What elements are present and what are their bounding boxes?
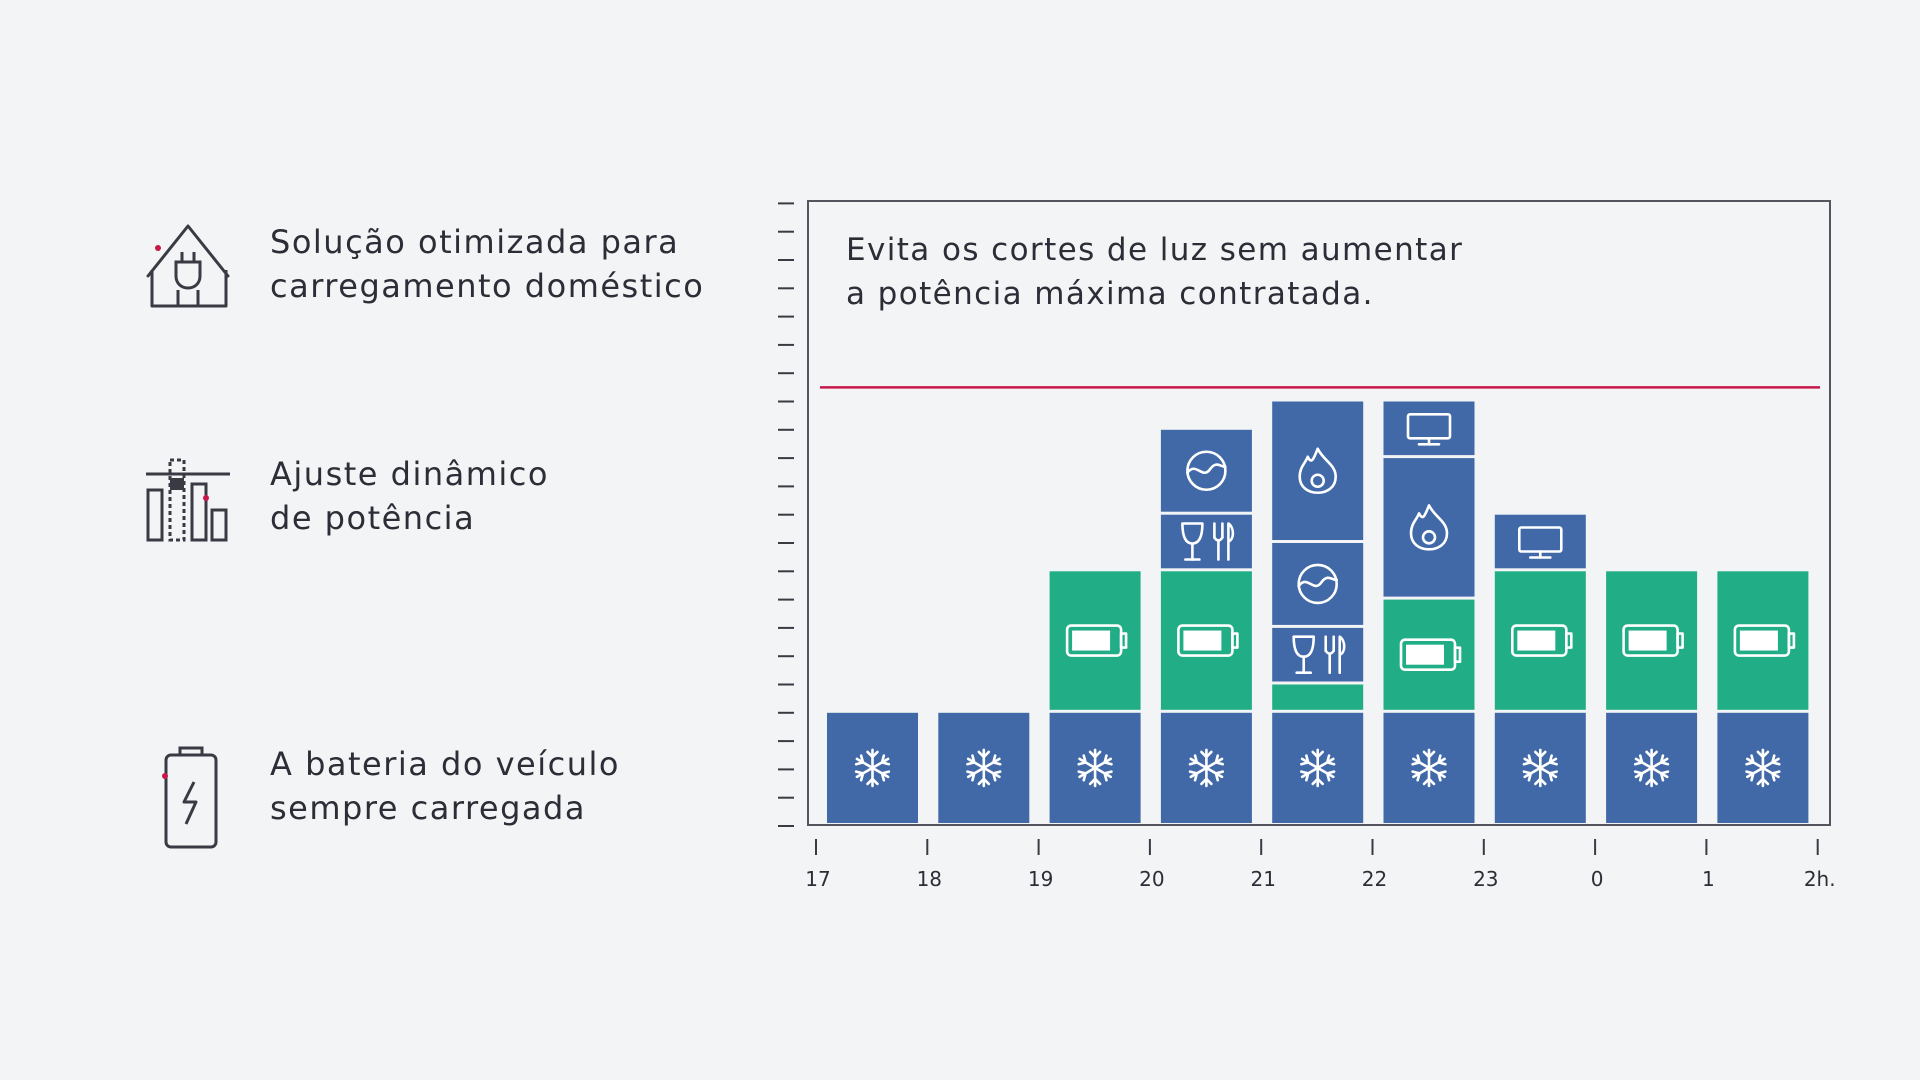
bar-segment-ev-charging [1160,571,1252,710]
dining-icon [1181,522,1235,561]
x-axis: 17 18 19 20 21 22 23 0 1 2h. [805,839,1836,891]
x-tick-label: 17 [805,867,830,891]
battery-icon [1733,624,1796,657]
bar-segment-appliance [1160,514,1252,569]
bar-segment-appliance [1272,401,1364,540]
battery-icon [1177,624,1239,657]
feature-label: A bateria do veículo sempre carregada [270,745,620,827]
bar-segment-appliance [827,712,918,823]
snowflake-icon [854,748,891,788]
bar-column [1717,571,1809,823]
x-tick-label: 21 [1250,867,1275,891]
snowflake-icon [1300,748,1336,788]
battery-charging-icon [162,746,218,849]
snowflake-icon [1188,748,1225,788]
x-tick-label: 20 [1139,867,1164,891]
house-plug-icon [146,224,230,308]
snowflake-icon [1411,748,1447,788]
chart-title-line-1: Evita os cortes de luz sem aumentar [846,232,1463,268]
snowflake-icon [1745,748,1781,788]
washer-icon [1297,563,1338,605]
x-tick-label: 18 [917,867,942,891]
bar-column [1383,401,1475,823]
battery-icon [1622,624,1684,657]
flame-icon [1409,504,1449,551]
feature-label: Ajuste dinâmico de potência [270,455,549,537]
monitor-icon [1518,526,1563,559]
x-tick-label: 19 [1028,867,1053,891]
bar-segment-appliance [1049,712,1141,823]
bar-column [1049,571,1141,823]
snowflake-icon [1633,748,1670,788]
bar-segment-appliance [1160,712,1252,823]
battery-icon [1399,638,1462,672]
bar-segment-ev-charging [1717,571,1809,710]
bar-column [827,712,918,823]
bar-segment-appliance [1717,712,1809,823]
bar-segment-appliance [1383,458,1475,597]
flame-icon [1298,447,1337,495]
x-tick-label: 0 [1591,867,1604,891]
bar-segment-ev-charging [1606,571,1698,710]
bar-segment-ev-charging [1494,571,1586,710]
bar-segment-ev-charging [1049,571,1141,710]
dining-icon [1292,635,1346,675]
bar-segment-appliance [1383,401,1475,456]
snowflake-icon [1077,748,1113,788]
stacked-bars [827,401,1809,823]
chart-frame [807,200,1831,826]
snowflake-icon [966,748,1002,788]
bar-column [1606,571,1698,823]
bar-column [1160,429,1252,823]
bar-segment-appliance [1383,712,1475,823]
bar-segment-appliance [1494,514,1586,569]
bar-segment-appliance [1272,627,1364,682]
bar-segment-appliance [938,712,1030,823]
x-tick-label: 23 [1473,867,1498,891]
bar-column [938,712,1030,823]
chart-title-line-2: a potência máxima contratada. [846,276,1374,312]
bar-segment-appliance [1272,712,1364,823]
bar-segment-ev-charging [1383,599,1475,710]
monitor-icon [1406,412,1452,446]
y-axis-ticks [778,202,794,827]
bar-segment-appliance [1160,429,1252,512]
battery-icon [1065,624,1128,657]
dynamic-power-bars-icon [146,458,230,542]
bar-column [1494,514,1586,823]
x-tick-label: 22 [1362,867,1387,891]
snowflake-icon [1522,748,1558,788]
feature-label: Solução otimizada para carregamento domé… [270,223,705,305]
bar-segment-appliance [1494,712,1586,823]
x-tick-label: 1 [1702,867,1715,891]
washer-icon [1186,450,1227,492]
bar-segment-appliance [1606,712,1698,823]
bar-segment-appliance [1272,543,1364,625]
bar-column [1272,401,1364,823]
battery-icon [1511,624,1573,657]
x-tick-label: 2h. [1804,867,1836,891]
bar-segment-ev-charging [1272,684,1364,710]
